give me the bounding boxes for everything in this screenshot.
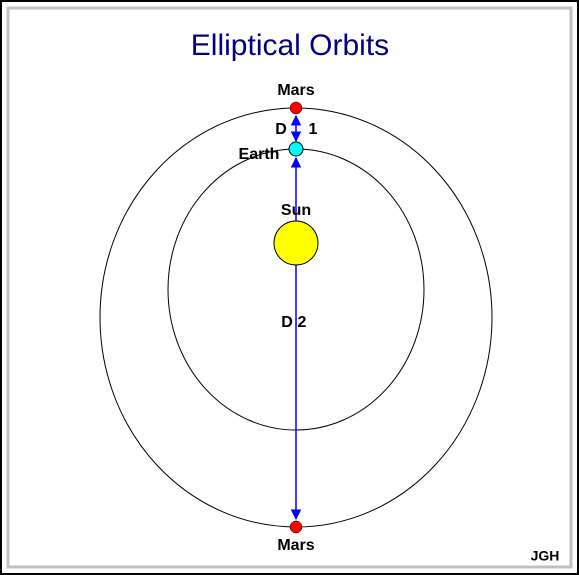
title: Elliptical Orbits (191, 29, 389, 62)
sun (274, 221, 318, 265)
mars-top (290, 102, 302, 114)
mars-top-label: Mars (277, 82, 314, 99)
earth (289, 142, 303, 156)
d2-letter: D (281, 314, 293, 331)
mars-bottom-label: Mars (277, 537, 314, 554)
d1-number: 1 (309, 121, 318, 138)
credit: JGH (531, 548, 560, 564)
mars-bottom (290, 521, 302, 533)
diagram: Elliptical Orbits Mars D 1 Earth Sun D 2… (0, 0, 579, 575)
earth-label: Earth (239, 146, 280, 163)
sun-label: Sun (281, 202, 311, 219)
page: {"title": "Elliptical Orbits", "labels":… (0, 0, 579, 575)
d1-letter: D (275, 121, 287, 138)
d2-number: 2 (298, 314, 307, 331)
